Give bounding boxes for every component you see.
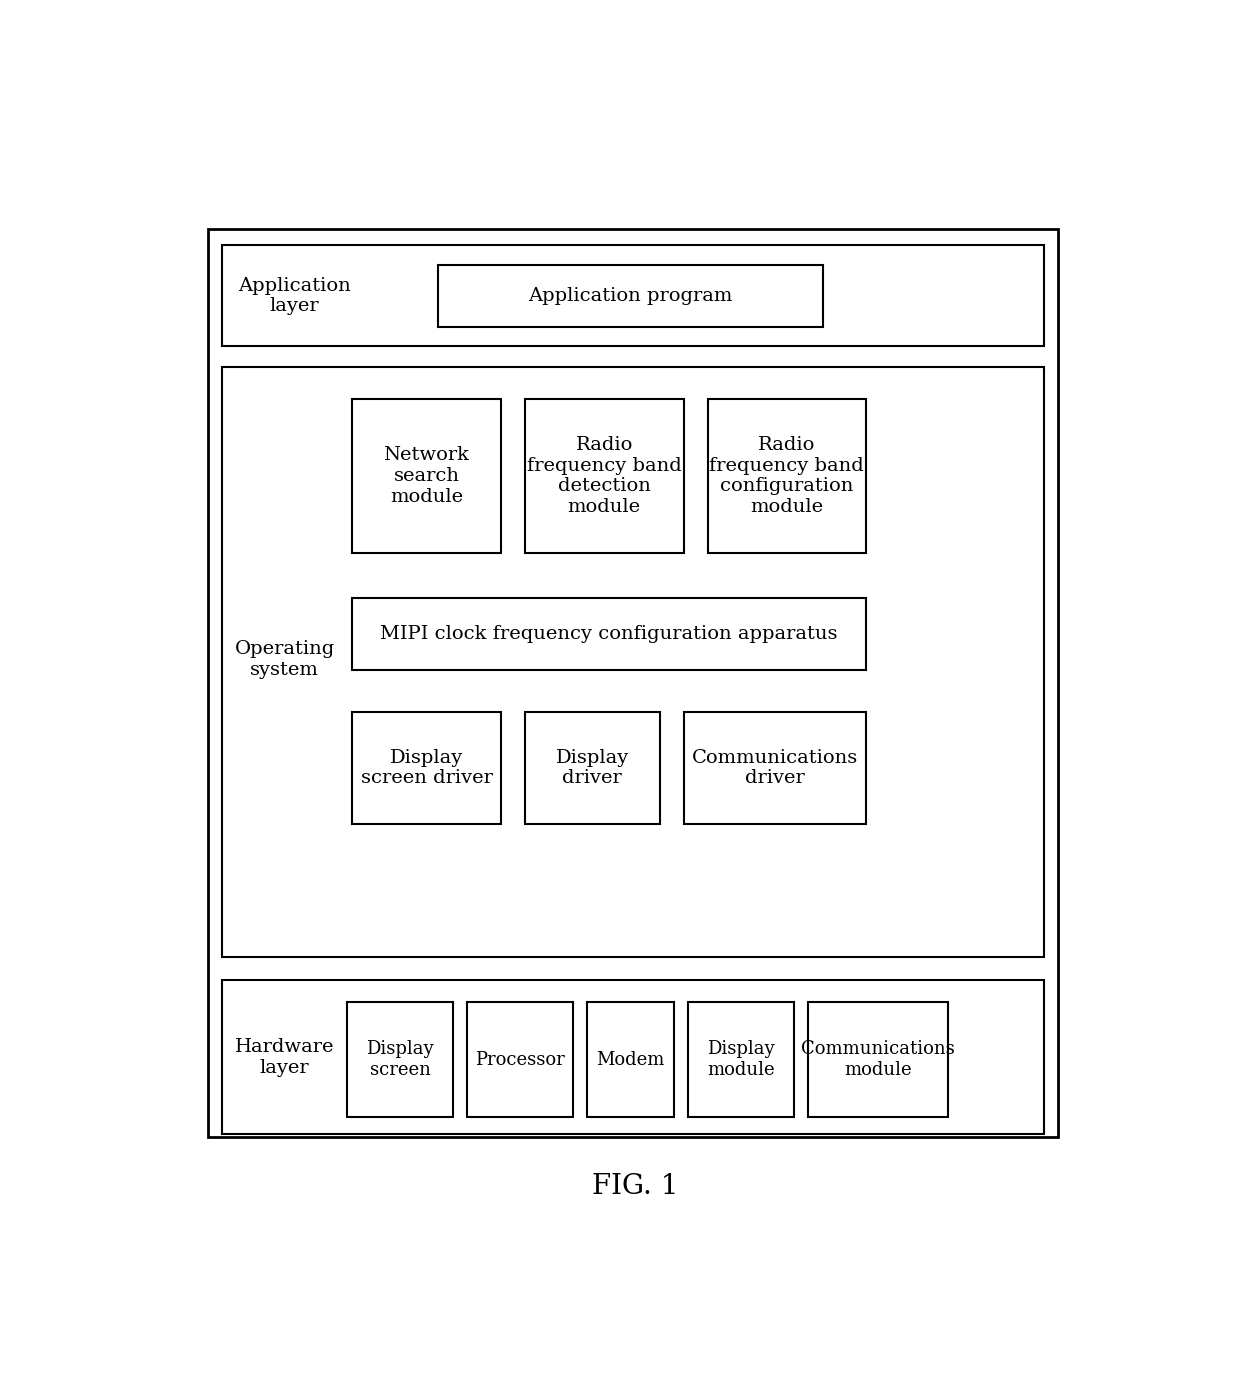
Text: Radio
frequency band
detection
module: Radio frequency band detection module (527, 436, 682, 516)
Text: Processor: Processor (475, 1051, 565, 1069)
Text: Radio
frequency band
configuration
module: Radio frequency band configuration modul… (709, 436, 864, 516)
FancyBboxPatch shape (208, 229, 1059, 1138)
FancyBboxPatch shape (222, 367, 1044, 957)
FancyBboxPatch shape (683, 713, 866, 823)
FancyBboxPatch shape (588, 1003, 675, 1117)
FancyBboxPatch shape (525, 713, 660, 823)
Text: Modem: Modem (596, 1051, 665, 1069)
FancyBboxPatch shape (352, 399, 501, 553)
Text: Operating
system: Operating system (234, 640, 335, 678)
Text: MIPI clock frequency configuration apparatus: MIPI clock frequency configuration appar… (381, 625, 838, 643)
Text: Network
search
module: Network search module (383, 447, 470, 506)
FancyBboxPatch shape (352, 597, 866, 670)
FancyBboxPatch shape (222, 245, 1044, 346)
Text: FIG. 1: FIG. 1 (593, 1174, 678, 1201)
FancyBboxPatch shape (347, 1003, 453, 1117)
Text: Communications
module: Communications module (801, 1040, 955, 1078)
Text: Application program: Application program (528, 287, 733, 305)
FancyBboxPatch shape (222, 980, 1044, 1134)
FancyBboxPatch shape (467, 1003, 573, 1117)
FancyBboxPatch shape (708, 399, 866, 553)
Text: Application
layer: Application layer (238, 277, 351, 316)
FancyBboxPatch shape (352, 713, 501, 823)
FancyBboxPatch shape (688, 1003, 794, 1117)
Text: Display
driver: Display driver (556, 749, 629, 787)
Text: Hardware
layer: Hardware layer (236, 1038, 335, 1077)
Text: Communications
driver: Communications driver (692, 749, 858, 787)
FancyBboxPatch shape (439, 265, 823, 327)
FancyBboxPatch shape (808, 1003, 947, 1117)
Text: Display
module: Display module (707, 1040, 775, 1078)
Text: Display
screen driver: Display screen driver (361, 749, 492, 787)
Text: Display
screen: Display screen (366, 1040, 434, 1078)
FancyBboxPatch shape (525, 399, 683, 553)
